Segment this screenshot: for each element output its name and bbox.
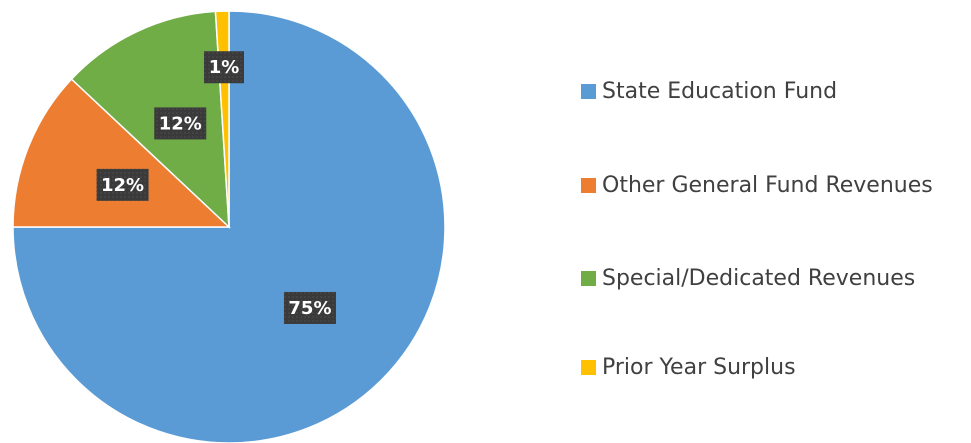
data-label: 1% — [209, 57, 240, 78]
legend-label: State Education Fund — [602, 79, 837, 104]
pie-slice — [70, 10, 230, 229]
data-label-box — [203, 51, 244, 84]
legend-swatch — [581, 84, 596, 99]
data-label-box — [96, 168, 149, 201]
data-label-box — [283, 291, 336, 324]
data-label: 75% — [288, 298, 331, 319]
data-label-box — [154, 107, 207, 140]
legend-label: Special/Dedicated Revenues — [602, 266, 915, 291]
legend-swatch — [581, 178, 596, 193]
legend-swatch — [581, 271, 596, 286]
legend-label: Other General Fund Revenues — [602, 173, 933, 198]
legend-label: Prior Year Surplus — [602, 355, 796, 380]
pie-slice — [12, 78, 231, 228]
data-label: 12% — [101, 175, 144, 196]
legend-swatch — [581, 360, 596, 375]
data-label: 12% — [159, 113, 202, 134]
